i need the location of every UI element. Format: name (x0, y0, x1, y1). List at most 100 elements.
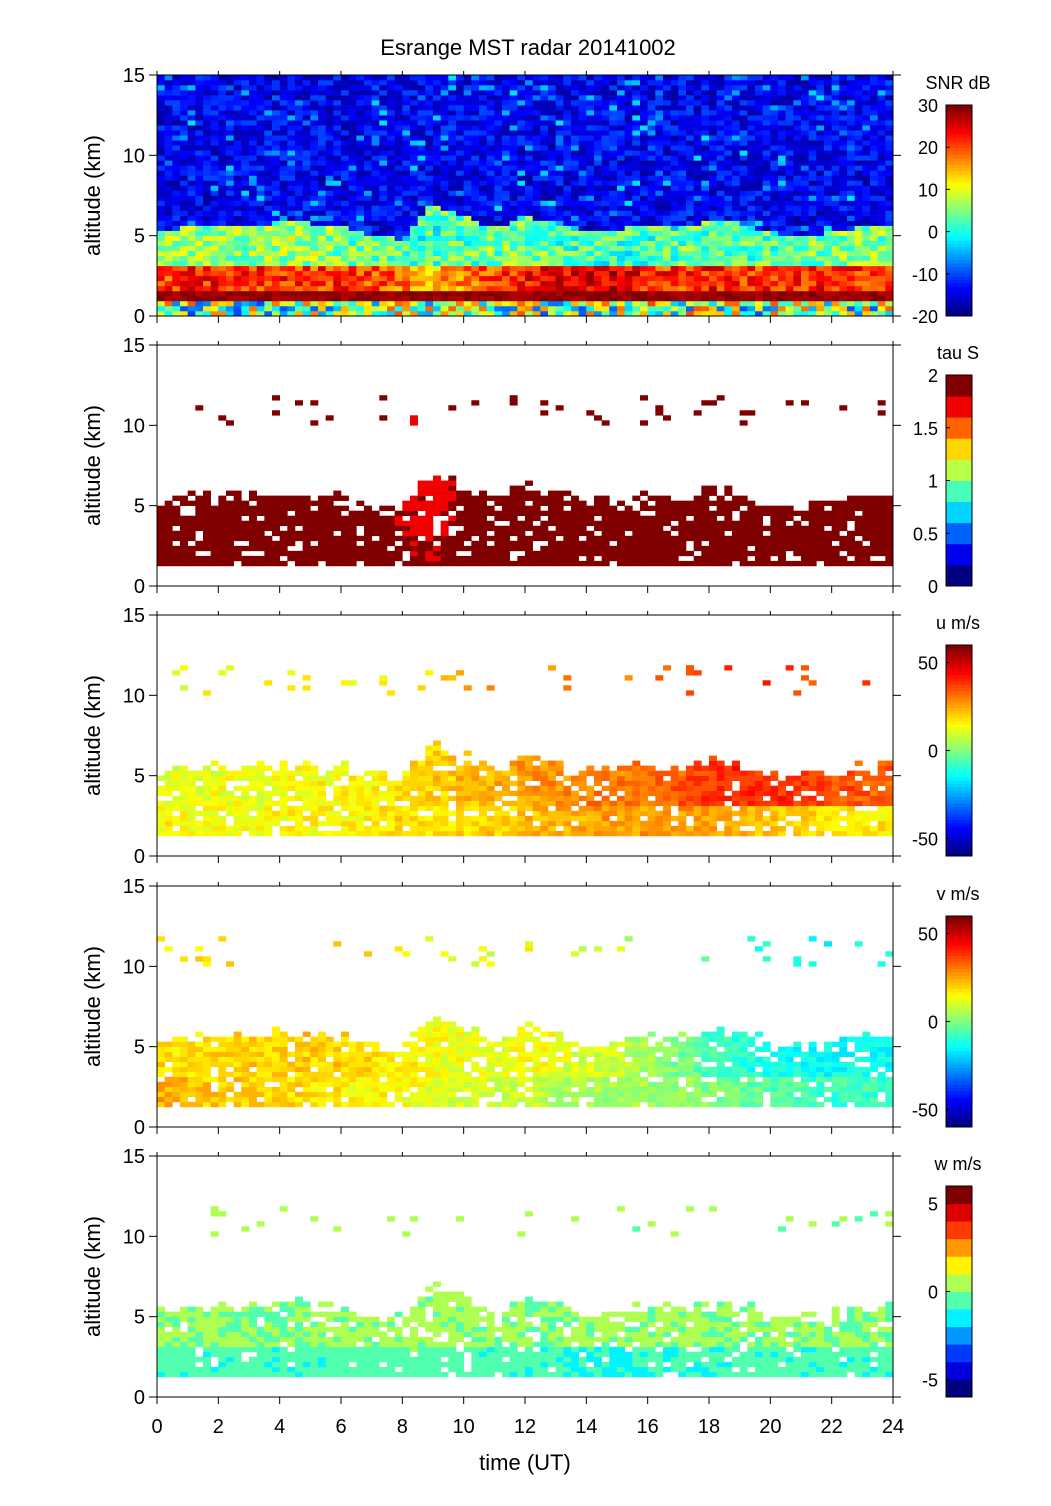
heatmap-cell (410, 185, 418, 190)
heatmap-cell (287, 261, 295, 266)
heatmap-cell (226, 526, 234, 531)
heatmap-cell (218, 261, 226, 266)
heatmap-cell (763, 286, 771, 291)
heatmap-cell (832, 155, 840, 160)
heatmap-cell (717, 236, 725, 241)
heatmap-cell (816, 90, 824, 95)
heatmap-cell (310, 296, 318, 301)
heatmap-cell (885, 190, 893, 195)
heatmap-cell (372, 80, 380, 85)
colorbar-segment (946, 118, 972, 122)
heatmap-cell (257, 221, 265, 226)
heatmap-cell (847, 170, 855, 175)
heatmap-cell (778, 175, 786, 180)
heatmap-cell (786, 281, 794, 286)
heatmap-cell (494, 251, 502, 256)
heatmap-cell (770, 241, 778, 246)
heatmap-cell (678, 95, 686, 100)
heatmap-cell (540, 180, 548, 185)
heatmap-cell (257, 251, 265, 256)
heatmap-cell (571, 140, 579, 145)
heatmap-cell (793, 100, 801, 105)
heatmap-cell (195, 256, 203, 261)
heatmap-cell (326, 145, 334, 150)
heatmap-cell (855, 95, 863, 100)
heatmap-cell (165, 536, 173, 541)
heatmap-cell (747, 85, 755, 90)
heatmap-cell (563, 150, 571, 155)
heatmap-cell (517, 85, 525, 90)
heatmap-cell (885, 271, 893, 276)
heatmap-cell (778, 160, 786, 165)
heatmap-cell (448, 140, 456, 145)
heatmap-cell (241, 201, 249, 206)
heatmap-cell (839, 271, 847, 276)
heatmap-cell (487, 175, 495, 180)
heatmap-cell (226, 296, 234, 301)
heatmap-cell (356, 291, 364, 296)
heatmap-cell (234, 125, 242, 130)
heatmap-cell (272, 521, 280, 526)
heatmap-cell (257, 546, 265, 551)
heatmap-cell (494, 185, 502, 190)
heatmap-cell (395, 221, 403, 226)
heatmap-cell (824, 276, 832, 281)
heatmap-cell (870, 231, 878, 236)
heatmap-cell (579, 120, 587, 125)
heatmap-cell (157, 561, 165, 566)
heatmap-cell (778, 165, 786, 170)
heatmap-cell (640, 130, 648, 135)
heatmap-cell (648, 110, 656, 115)
heatmap-cell (272, 256, 280, 261)
heatmap-cell (479, 306, 487, 311)
heatmap-cell (625, 90, 633, 95)
heatmap-cell (525, 100, 533, 105)
heatmap-cell (510, 211, 518, 216)
heatmap-cell (809, 271, 817, 276)
heatmap-cell (487, 80, 495, 85)
heatmap-cell (878, 110, 886, 115)
heatmap-cell (517, 175, 525, 180)
heatmap-cell (264, 175, 272, 180)
heatmap-cell (464, 196, 472, 201)
heatmap-cell (510, 85, 518, 90)
heatmap-cell (686, 85, 694, 90)
heatmap-cell (372, 256, 380, 261)
heatmap-cell (640, 251, 648, 256)
heatmap-cell (793, 246, 801, 251)
heatmap-cell (579, 105, 587, 110)
heatmap-cell (855, 155, 863, 160)
heatmap-cell (264, 120, 272, 125)
heatmap-cell (632, 306, 640, 311)
heatmap-cell (310, 546, 318, 551)
heatmap-cell (602, 80, 610, 85)
heatmap-cell (218, 296, 226, 301)
heatmap-cell (433, 231, 441, 236)
heatmap-cell (218, 165, 226, 170)
heatmap-cell (448, 105, 456, 110)
heatmap-cell (602, 155, 610, 160)
heatmap-cell (747, 90, 755, 95)
heatmap-cell (272, 556, 280, 561)
heatmap-cell (740, 221, 748, 226)
heatmap-cell (717, 286, 725, 291)
heatmap-cell (203, 561, 211, 566)
heatmap-cell (295, 231, 303, 236)
heatmap-cell (763, 100, 771, 105)
heatmap-cell (663, 180, 671, 185)
heatmap-cell (747, 105, 755, 110)
heatmap-cell (487, 120, 495, 125)
heatmap-cell (571, 160, 579, 165)
heatmap-cell (249, 165, 257, 170)
heatmap-cell (694, 170, 702, 175)
heatmap-cell (494, 105, 502, 110)
heatmap-cell (740, 236, 748, 241)
heatmap-cell (264, 216, 272, 221)
heatmap-cell (686, 281, 694, 286)
heatmap-cell (540, 291, 548, 296)
heatmap-cell (264, 95, 272, 100)
heatmap-cell (264, 306, 272, 311)
heatmap-cell (625, 180, 633, 185)
heatmap-cell (464, 261, 472, 266)
heatmap-cell (602, 286, 610, 291)
